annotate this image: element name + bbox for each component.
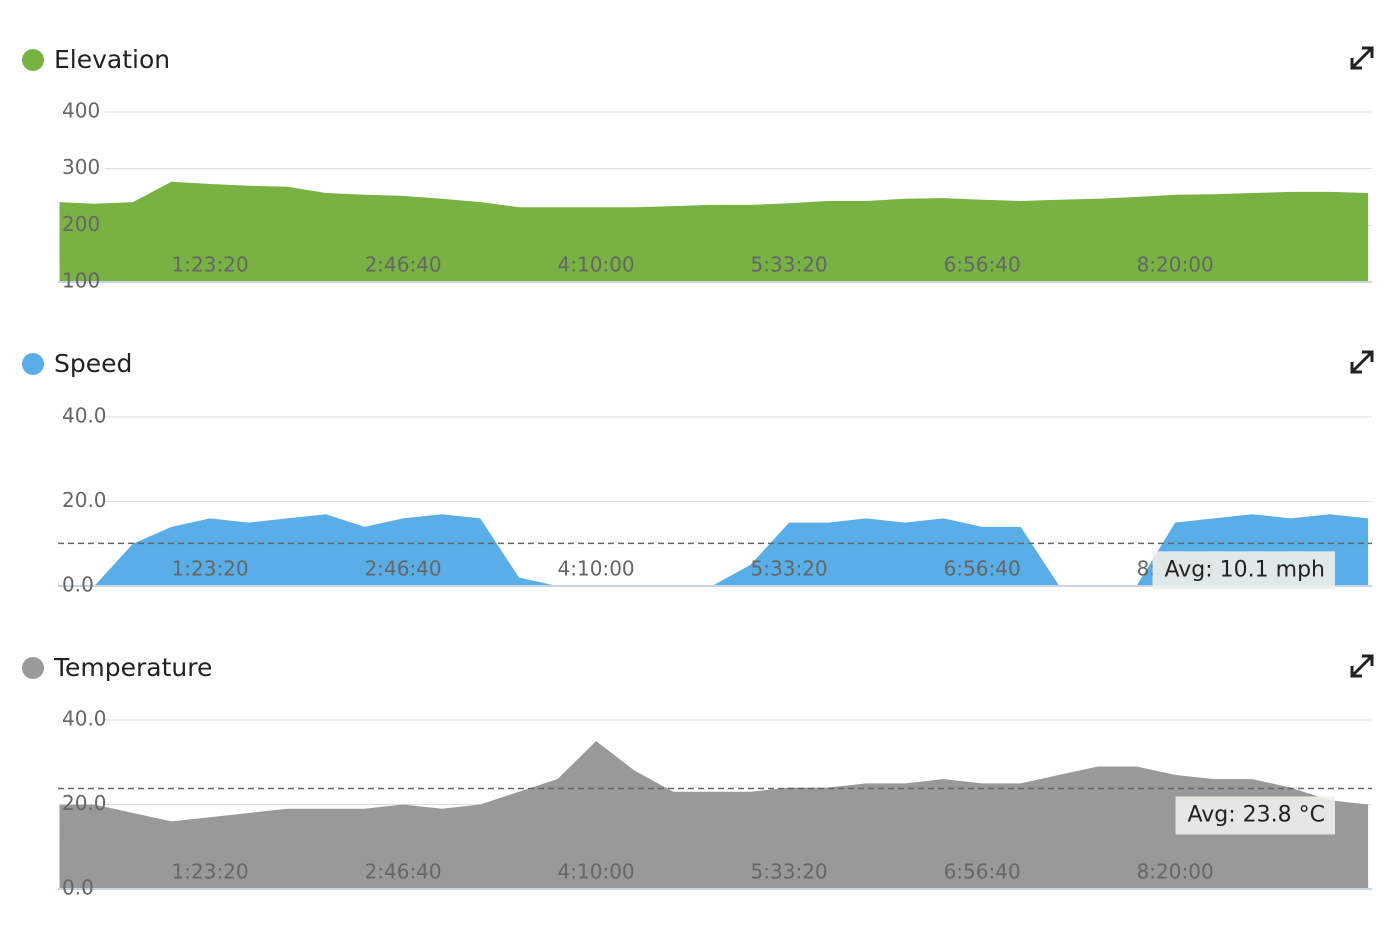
chart-title: Speed xyxy=(54,349,132,378)
chart-title: Elevation xyxy=(54,45,170,74)
y-tick-label: 0.0 xyxy=(62,573,94,597)
x-tick-label: 4:10:00 xyxy=(558,253,635,277)
y-tick-label: 40.0 xyxy=(62,707,107,731)
average-label-box xyxy=(1175,796,1335,835)
x-tick-label: 5:33:20 xyxy=(751,253,828,277)
x-tick-label: 2:46:40 xyxy=(365,253,442,277)
area xyxy=(59,741,1369,889)
chart-panel: Speed 0.0 20.0 40.0 1:23:20 2:46:40 4:10:00 5:3… xyxy=(22,349,1372,597)
expand-icons xyxy=(1350,46,1374,678)
y-tick-label: 40.0 xyxy=(62,404,107,428)
x-tick-label: 4:10:00 xyxy=(558,557,635,581)
x-tick-label: 2:46:40 xyxy=(365,557,442,581)
x-tick-label: 1:23:20 xyxy=(172,860,249,884)
y-tick-label: 300 xyxy=(62,155,100,179)
average-label: Avg: 10.1 mph xyxy=(1165,557,1325,582)
x-tick-label: 5:33:20 xyxy=(751,860,828,884)
y-tick-label: 20.0 xyxy=(62,488,107,512)
expand-button[interactable] xyxy=(1350,46,1374,70)
y-tick-label: 100 xyxy=(62,269,100,293)
chart-panel: Temperature 0.0 20.0 40.0 1:23:20 2:46:40 4:10… xyxy=(22,653,1372,900)
x-tick-label: 1:23:20 xyxy=(172,557,249,581)
x-tick-label: 6:56:40 xyxy=(944,253,1021,277)
x-tick-label: 8:20:00 xyxy=(1137,860,1214,884)
expand-button[interactable] xyxy=(1350,350,1374,374)
x-tick-label: 6:56:40 xyxy=(944,860,1021,884)
x-tick-label: 2:46:40 xyxy=(365,860,442,884)
chart-title: Temperature xyxy=(53,653,212,682)
x-tick-label: 8:20:00 xyxy=(1137,253,1214,277)
x-tick-label: 5:33:20 xyxy=(751,557,828,581)
area xyxy=(59,181,1369,282)
chart-panel: Elevation 100 200 300 400 1:23:20 2:46:40 4:10:… xyxy=(22,45,1372,293)
x-tick-label: 6:56:40 xyxy=(944,557,1021,581)
legend-dot xyxy=(22,657,44,679)
y-tick-label: 20.0 xyxy=(62,791,107,815)
x-tick-label: 1:23:20 xyxy=(172,253,249,277)
area xyxy=(59,514,1369,586)
x-tick-label: 4:10:00 xyxy=(558,860,635,884)
average-label-box xyxy=(1152,551,1335,590)
y-tick-label: 0.0 xyxy=(62,876,94,900)
legend-dot xyxy=(22,49,44,71)
legend-dot xyxy=(22,353,44,375)
average-label: Avg: 23.8 °C xyxy=(1188,802,1326,827)
y-tick-label: 400 xyxy=(62,99,100,123)
y-tick-label: 200 xyxy=(62,212,100,236)
expand-button[interactable] xyxy=(1350,654,1374,678)
